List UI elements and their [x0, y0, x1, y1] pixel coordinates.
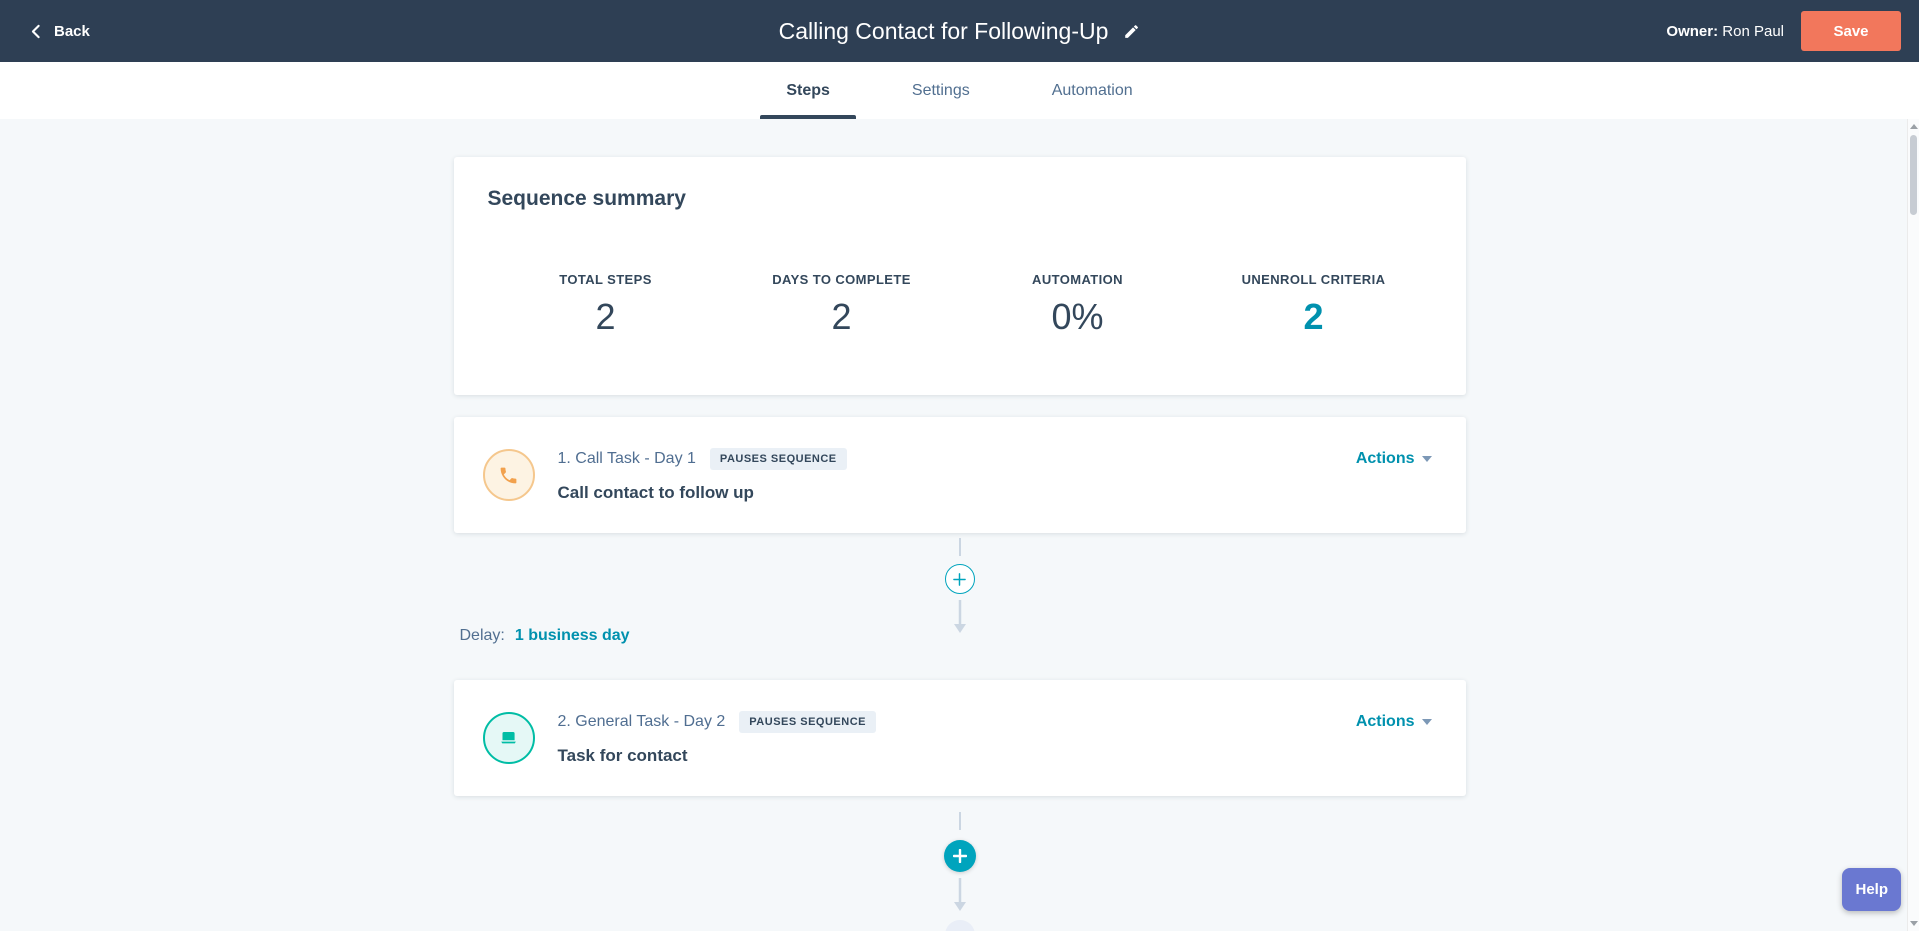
step-card-2: 2. General Task - Day 2 PAUSES SEQUENCE … — [453, 680, 1466, 796]
pauses-sequence-badge: PAUSES SEQUENCE — [709, 447, 847, 470]
tab-automation[interactable]: Automation — [1026, 62, 1159, 119]
save-button[interactable]: Save — [1801, 11, 1901, 51]
actions-dropdown[interactable]: Actions — [1356, 450, 1432, 468]
stat-value: 2 — [595, 296, 616, 337]
task-step-icon-circle — [482, 712, 535, 764]
stat-days-to-complete: DAYS TO COMPLETE 2 — [724, 272, 960, 338]
stat-value[interactable]: 2 — [1303, 296, 1324, 337]
chevron-down-icon — [1421, 718, 1432, 725]
step-title[interactable]: 2. General Task - Day 2 — [557, 712, 726, 730]
edit-title-pencil-icon[interactable] — [1123, 23, 1140, 40]
add-step-button[interactable] — [943, 840, 976, 872]
summary-title: Sequence summary — [487, 187, 686, 210]
sequence-end-marker — [944, 920, 975, 931]
step-description[interactable]: Task for contact — [557, 745, 688, 765]
arrow-down-icon — [951, 878, 969, 914]
back-button[interactable]: Back — [28, 23, 90, 40]
step-description[interactable]: Call contact to follow up — [557, 482, 754, 502]
plus-icon — [953, 572, 966, 586]
step-title[interactable]: 1. Call Task - Day 1 — [557, 449, 696, 467]
stat-automation: AUTOMATION 0% — [960, 272, 1196, 338]
actions-dropdown[interactable]: Actions — [1356, 713, 1432, 731]
owner-label: Owner: — [1666, 22, 1719, 40]
delay-row: Delay: 1 business day — [460, 627, 630, 645]
sequence-summary-card: Sequence summary TOTAL STEPS 2 DAYS TO C… — [453, 157, 1466, 395]
stat-total-steps: TOTAL STEPS 2 — [488, 272, 724, 338]
tab-steps[interactable]: Steps — [760, 62, 856, 119]
plus-icon — [952, 849, 967, 863]
page-title: Calling Contact for Following-Up — [778, 17, 1109, 44]
connector-line — [958, 538, 961, 556]
actions-label: Actions — [1355, 712, 1415, 730]
add-step-button[interactable] — [944, 564, 975, 594]
connector-line — [958, 812, 961, 830]
delay-value-link[interactable]: 1 business day — [514, 627, 630, 644]
stat-label: DAYS TO COMPLETE — [772, 272, 911, 287]
stat-value: 2 — [831, 296, 852, 337]
topbar: Back Calling Contact for Following-Up Ow… — [0, 0, 1919, 62]
step-connector-2 — [454, 796, 1466, 931]
scrollbar-down-arrow-icon[interactable] — [1910, 921, 1918, 926]
stat-label: TOTAL STEPS — [559, 272, 652, 287]
sequence-title-area: Calling Contact for Following-Up — [779, 0, 1141, 62]
owner-info: Owner: Ron Paul — [1666, 23, 1784, 40]
main-content: Sequence summary TOTAL STEPS 2 DAYS TO C… — [453, 119, 1466, 931]
stat-label: UNENROLL CRITERIA — [1241, 272, 1386, 287]
help-button[interactable]: Help — [1842, 868, 1901, 911]
tab-settings-label: Settings — [911, 81, 970, 99]
stat-label: AUTOMATION — [1032, 272, 1123, 287]
task-icon — [498, 727, 520, 749]
tab-steps-label: Steps — [786, 81, 830, 99]
vertical-scrollbar[interactable] — [1907, 119, 1919, 931]
summary-stats-row: TOTAL STEPS 2 DAYS TO COMPLETE 2 AUTOMAT… — [488, 272, 1432, 338]
call-step-icon-circle — [482, 449, 535, 501]
chevron-down-icon — [1421, 455, 1432, 462]
tab-automation-label: Automation — [1051, 81, 1133, 99]
arrow-down-icon — [951, 600, 969, 636]
tab-settings[interactable]: Settings — [886, 62, 996, 119]
chevron-left-icon — [28, 23, 45, 40]
actions-label: Actions — [1355, 449, 1415, 467]
step-card-1: 1. Call Task - Day 1 PAUSES SEQUENCE Act… — [453, 417, 1466, 533]
delay-label: Delay: — [459, 627, 505, 644]
stat-value: 0% — [1051, 296, 1104, 337]
owner-name: Ron Paul — [1722, 22, 1784, 40]
scrollbar-thumb[interactable] — [1910, 135, 1917, 215]
step-connector-1: Delay: 1 business day — [454, 533, 1466, 658]
scrollbar-up-arrow-icon[interactable] — [1910, 124, 1918, 129]
active-tab-underline — [760, 115, 856, 119]
tabbar: Steps Settings Automation — [0, 62, 1919, 119]
phone-icon — [498, 465, 519, 486]
back-label: Back — [54, 22, 90, 40]
stat-unenroll-criteria: UNENROLL CRITERIA 2 — [1196, 272, 1432, 338]
pauses-sequence-badge: PAUSES SEQUENCE — [739, 710, 876, 733]
